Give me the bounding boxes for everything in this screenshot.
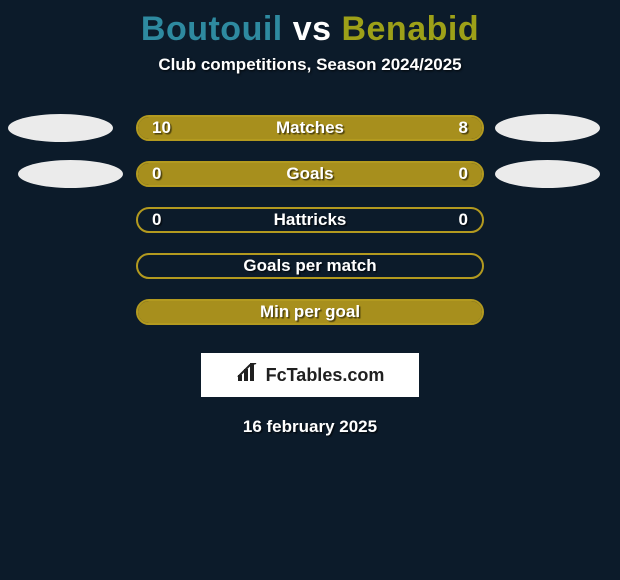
player-b-name: Benabid bbox=[341, 10, 479, 48]
stat-row: Goals per match bbox=[0, 243, 620, 289]
stat-label: Hattricks bbox=[274, 210, 347, 230]
logo-text: FcTables.com bbox=[266, 365, 385, 386]
player-a-marker bbox=[18, 160, 123, 188]
stat-value-left: 0 bbox=[152, 210, 161, 230]
stat-rows: 10 8 Matches 0 0 Goals 0 0 Hattricks Goals per ma… bbox=[0, 105, 620, 335]
comparison-title: Boutouil vs Benabid bbox=[0, 0, 620, 55]
stat-label: Goals bbox=[286, 164, 333, 184]
player-b-marker bbox=[495, 160, 600, 188]
stat-bar: Min per goal bbox=[136, 299, 484, 325]
vs-text: vs bbox=[293, 10, 332, 48]
stat-bar: 0 0 Hattricks bbox=[136, 207, 484, 233]
player-a-marker bbox=[8, 114, 113, 142]
player-a-name: Boutouil bbox=[141, 10, 283, 48]
site-logo[interactable]: FcTables.com bbox=[201, 353, 419, 397]
stat-bar: Goals per match bbox=[136, 253, 484, 279]
stat-label: Goals per match bbox=[243, 256, 376, 276]
stat-label: Matches bbox=[276, 118, 344, 138]
stat-value-right: 0 bbox=[459, 164, 468, 184]
stat-bar: 10 8 Matches bbox=[136, 115, 484, 141]
stat-value-left: 0 bbox=[152, 164, 161, 184]
player-b-marker bbox=[495, 114, 600, 142]
date: 16 february 2025 bbox=[0, 417, 620, 437]
subtitle: Club competitions, Season 2024/2025 bbox=[0, 55, 620, 105]
stat-bar: 0 0 Goals bbox=[136, 161, 484, 187]
stat-row: 0 0 Goals bbox=[0, 151, 620, 197]
stat-value-left: 10 bbox=[152, 118, 171, 138]
stat-label: Min per goal bbox=[260, 302, 360, 322]
stat-value-right: 0 bbox=[459, 210, 468, 230]
stat-row: 0 0 Hattricks bbox=[0, 197, 620, 243]
stat-value-right: 8 bbox=[459, 118, 468, 138]
stat-row: 10 8 Matches bbox=[0, 105, 620, 151]
bar-chart-icon bbox=[236, 363, 260, 388]
stat-row: Min per goal bbox=[0, 289, 620, 335]
